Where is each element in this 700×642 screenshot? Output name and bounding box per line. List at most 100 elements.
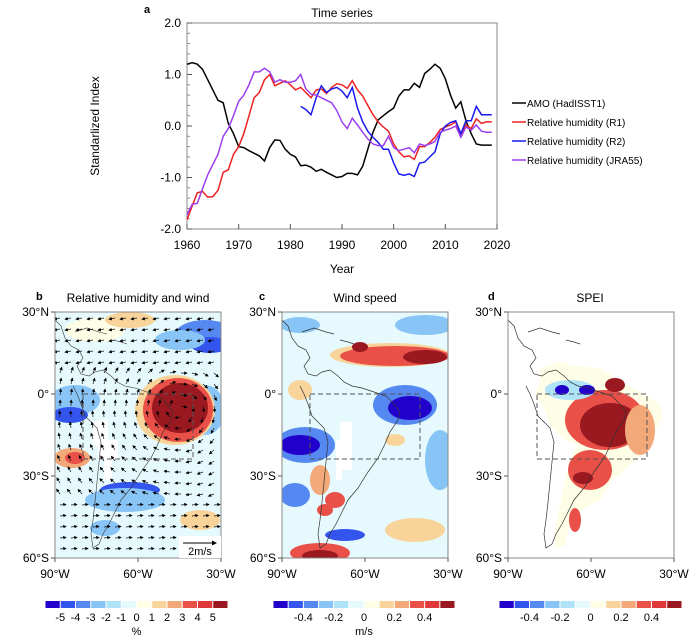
wind-vector: [101, 432, 105, 440]
wind-vector: [131, 468, 138, 473]
wind-vector: [86, 360, 94, 365]
wind-vector: [92, 377, 96, 385]
wind-vector: [81, 546, 89, 551]
wind-vector: [185, 349, 193, 354]
wind-vector: [97, 349, 105, 354]
series-line-1: [186, 73, 492, 220]
wind-vector: [147, 378, 153, 385]
map-axes-b: 90°W 60°W 30°W 30°N 0° 30°S 60°S: [22, 305, 236, 581]
wind-vector: [147, 546, 155, 551]
colorbar-label: -2: [101, 612, 111, 624]
colorbar-swatch: [288, 601, 303, 608]
wind-vector: [174, 360, 182, 365]
wind-vector: [196, 460, 204, 464]
wind-vector: [141, 360, 149, 365]
lat-tick-label: 30°N: [249, 305, 276, 319]
wind-vector: [197, 449, 204, 454]
wind-vector: [89, 455, 94, 462]
colorbar-swatch: [364, 601, 379, 608]
panel-label-b: b: [36, 291, 43, 303]
wind-vector: [136, 524, 144, 529]
wind-vector: [79, 432, 83, 440]
wind-vector: [158, 535, 166, 540]
wind-vector: [163, 491, 171, 496]
colorbar-label: 0.2: [613, 612, 628, 624]
wind-vector: [141, 338, 149, 343]
colorbar-swatch: [545, 601, 560, 608]
lon-tick-label: 30°W: [206, 567, 236, 581]
wind-vector: [97, 338, 105, 343]
wind-vector: [174, 349, 182, 354]
colorbar-label: -0.2: [551, 612, 570, 624]
wind-vector: [208, 449, 215, 455]
wind-vector: [196, 493, 204, 497]
wind-vector: [202, 513, 210, 518]
wind-vector: [130, 338, 138, 343]
colorbar-swatch: [410, 601, 425, 608]
wind-vector: [64, 338, 72, 343]
wind-vector: [144, 422, 149, 429]
wind-vector: [55, 316, 61, 321]
wind-vector: [125, 535, 133, 540]
colorbar-swatch: [106, 601, 121, 608]
map-title-c: Wind speed: [333, 291, 396, 305]
wind-vector: [207, 482, 215, 486]
colorbar-label: -3: [86, 612, 96, 624]
wind-vector: [196, 471, 204, 475]
panel-a: a Time series -2.0 -1.0 0.0 1.0 2.0 1960 1970…: [88, 4, 643, 276]
panel-label-a: a: [144, 4, 151, 16]
wind-vector: [86, 327, 94, 332]
wind-vector: [163, 338, 171, 343]
colorbar-swatch: [76, 601, 91, 608]
series-line-2: [300, 84, 492, 178]
colorbar-swatch: [303, 601, 318, 608]
wind-vector: [99, 478, 105, 484]
wind-vector: [67, 477, 72, 484]
colorbar-label: 5: [210, 612, 216, 624]
wind-vector: [103, 513, 111, 518]
wind-vector: [158, 524, 166, 529]
wind-vector: [163, 458, 171, 463]
wind-vector: [77, 488, 83, 495]
wind-vector: [120, 467, 127, 473]
wind-vector: [81, 513, 89, 518]
wind-vector: [152, 360, 160, 365]
wind-vector: [152, 316, 160, 321]
colorbar-swatch: [652, 601, 667, 608]
lon-tick-label: 30°W: [433, 567, 463, 581]
wind-vector: [90, 421, 95, 429]
wind-vector: [163, 316, 171, 321]
wind-vector: [59, 524, 67, 529]
wind-vector: [112, 432, 116, 440]
wind-vector: [119, 360, 127, 365]
wind-vector: [153, 435, 160, 440]
colorbar-swatch: [319, 601, 334, 608]
wind-vector: [103, 377, 107, 385]
x-axis: 1960 1970 1980 1990 2000 2010 2020: [174, 224, 511, 252]
wind-vector: [166, 411, 171, 418]
wind-vector: [213, 513, 221, 518]
wind-vector: [136, 535, 144, 540]
colorbar-swatch: [182, 601, 197, 608]
wind-vector: [81, 366, 85, 374]
wind-vector: [158, 379, 165, 385]
wind-vector: [207, 316, 215, 321]
wind-vector: [125, 513, 133, 518]
wind-vector: [56, 488, 61, 495]
wind-vector: [130, 316, 138, 321]
wind-vector: [109, 489, 116, 495]
wind-vector: [169, 381, 177, 385]
wind-vector: [213, 372, 219, 378]
wind-vector: [142, 468, 149, 473]
coastline-path: [282, 319, 401, 549]
wind-vector: [64, 349, 72, 354]
wind-vector: [92, 546, 100, 551]
lat-tick-label: 0°: [38, 387, 50, 401]
wind-vector: [68, 421, 73, 429]
wind-vector: [110, 467, 116, 473]
wind-vector: [125, 377, 129, 385]
wind-vector: [110, 455, 116, 462]
wind-vector: [141, 316, 149, 321]
wind-vector: [59, 366, 63, 374]
series-lines: [186, 61, 492, 220]
